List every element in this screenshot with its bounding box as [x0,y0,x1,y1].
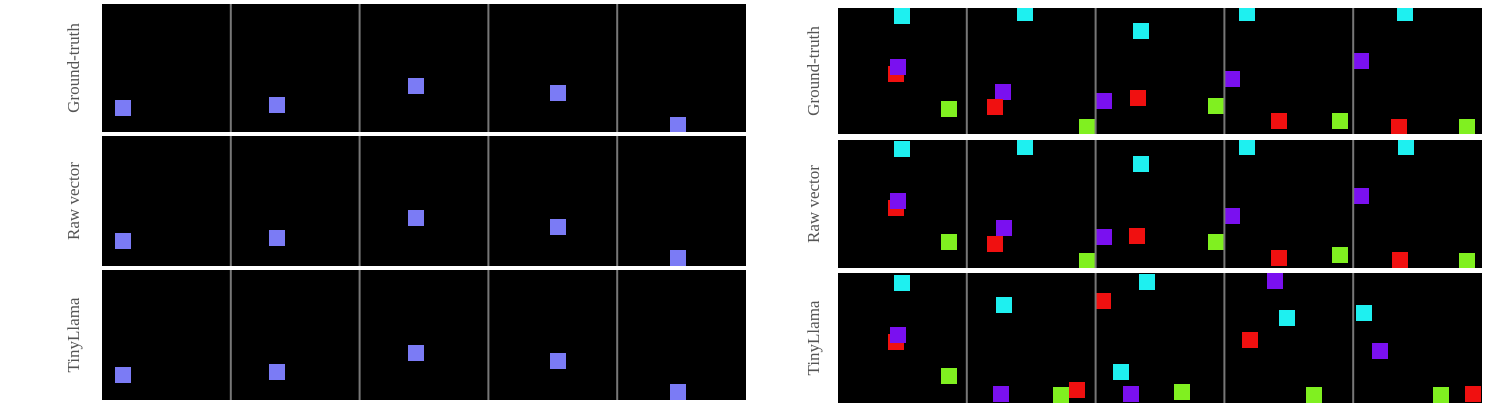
object-square [1239,8,1255,21]
row [102,270,746,400]
object-square [1133,23,1149,39]
object-square [993,386,1009,402]
row-background [102,270,746,400]
object-square [1017,140,1033,155]
object-square [115,100,131,116]
object-square [1459,119,1475,134]
object-square [1133,156,1149,172]
object-square [996,297,1012,313]
object-square [894,275,910,291]
object-square [1397,8,1413,21]
object-square [894,8,910,24]
object-square [1279,310,1295,326]
row [838,8,1482,134]
object-square [115,367,131,383]
object-square [269,230,285,246]
row [102,4,746,132]
object-square [894,141,910,157]
object-square [1392,252,1408,268]
panel: Ground-truth Raw vector TinyLlama [804,8,1482,403]
object-square [1079,119,1095,134]
object-square [1130,90,1146,106]
object-square [1129,228,1145,244]
object-square [1113,364,1129,380]
object-square [1224,71,1240,87]
object-square [1372,343,1388,359]
object-square [550,219,566,235]
object-square [941,368,957,384]
object-square [1053,387,1069,403]
row [838,273,1482,403]
object-square [941,234,957,250]
object-square [890,327,906,343]
row [838,140,1482,268]
object-square [1353,53,1369,69]
row-background [838,140,1482,268]
object-square [1079,253,1095,268]
object-square [1096,93,1112,109]
object-square [996,220,1012,236]
object-square [1353,188,1369,204]
row-label: Raw vector [804,165,823,243]
object-square [1208,234,1224,250]
object-square [670,384,686,400]
object-square [1069,382,1085,398]
object-square [408,345,424,361]
object-square [987,236,1003,252]
object-square [1465,386,1481,402]
object-square [408,78,424,94]
object-square [890,193,906,209]
row [102,136,746,266]
object-square [1224,208,1240,224]
panel: Ground-truth Raw vector TinyLlama [64,4,746,400]
object-square [1017,8,1033,21]
object-square [1433,387,1449,403]
object-square [670,117,686,132]
object-square [1174,384,1190,400]
object-square [1459,253,1475,268]
row-background [838,273,1482,403]
object-square [995,84,1011,100]
object-square [1391,119,1407,134]
object-square [1332,113,1348,129]
object-square [550,85,566,101]
object-square [1095,293,1111,309]
object-square [1332,247,1348,263]
object-square [1271,250,1287,266]
object-square [1242,332,1258,348]
object-square [115,233,131,249]
object-square [1123,386,1139,402]
object-square [1239,140,1255,155]
row-label: TinyLlama [64,297,83,372]
object-square [987,99,1003,115]
row-label: Raw vector [64,162,83,240]
object-square [941,101,957,117]
object-square [1139,274,1155,290]
object-square [890,59,906,75]
row-label: Ground-truth [64,23,83,113]
row-background [102,136,746,266]
object-square [1306,387,1322,403]
row-background [102,4,746,132]
object-square [550,353,566,369]
object-square [1208,98,1224,114]
object-square [408,210,424,226]
object-square [1356,305,1372,321]
row-background [838,8,1482,134]
object-square [1271,113,1287,129]
object-square [1096,229,1112,245]
row-label: TinyLlama [804,300,823,375]
object-square [1267,273,1283,289]
object-square [269,97,285,113]
object-square [269,364,285,380]
object-square [670,250,686,266]
row-label: Ground-truth [804,26,823,116]
object-square [1398,140,1414,155]
